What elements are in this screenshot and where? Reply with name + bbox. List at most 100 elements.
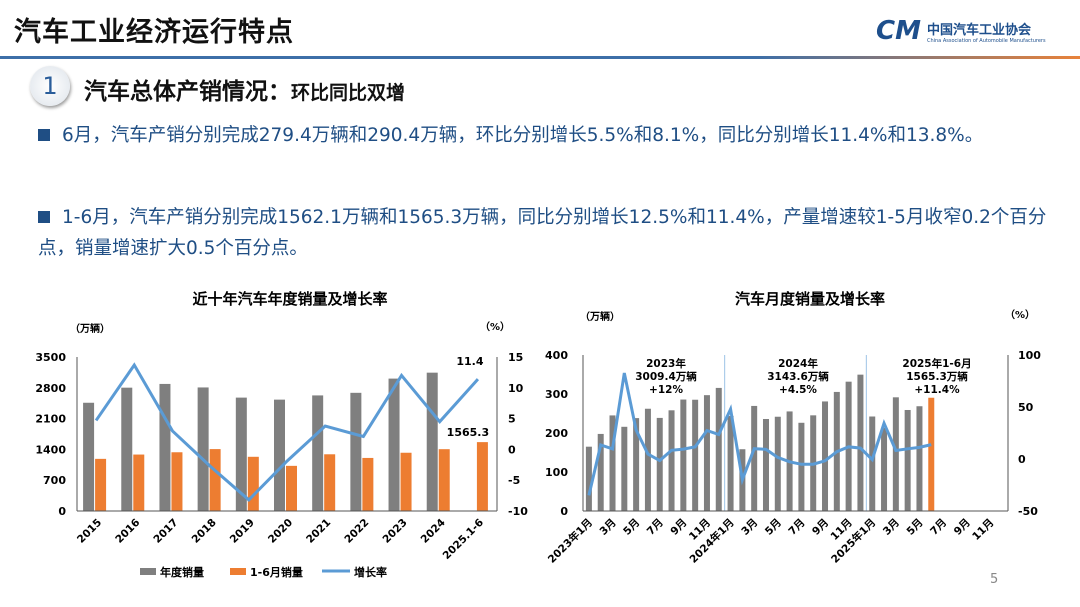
period-annotation: 2024年 [778,357,818,370]
period-annotation: +12% [649,384,683,396]
x-tick-label: 2025.1-6 [441,517,486,562]
annual-sales-bar [388,378,400,511]
growth-rate-line [94,362,480,502]
monthly-sales-bar [881,427,888,511]
x-tick-label: 2017 [151,517,180,546]
monthly-sales-bar [869,416,876,511]
monthly-sales-bar [703,395,710,511]
period-annotation: 2025年1-6月 [902,357,971,370]
period-annotation: 1565.3万辆 [906,370,968,383]
x-tick-label: 2020 [266,517,295,546]
legend-label: 年度销量 [160,565,204,579]
x-tick-label: 5月 [904,517,925,538]
caam-logo: CM 中国汽车工业协会 China Association of Automobi… [876,16,1046,46]
y-tick-label: 2100 [35,413,66,426]
y2-tick-label: 50 [1018,401,1034,414]
period-annotation: 3009.4万辆 [635,370,697,383]
h1-sales-bar [476,442,488,511]
bullet-item: 6月，汽车产销分别完成279.4万辆和290.4万辆，环比分别增长5.5%和8.… [38,120,1058,151]
x-tick-label: 2021 [304,517,333,546]
legend-swatch [140,568,156,575]
monthly-sales-bar [751,405,758,511]
legend-label: 增长率 [354,565,387,579]
y-axis-label: （万辆） [70,322,110,335]
h1-sales-bar [286,465,297,511]
y2-tick-label: 10 [508,382,524,395]
chart-title: 近十年汽车年度销量及增长率 [192,290,387,308]
y-tick-label: 200 [545,427,568,440]
h1-sales-bar [209,449,221,511]
x-tick-label: 11月 [970,517,996,543]
bullet-square-icon [38,211,50,223]
monthly-sales-bar [774,416,781,511]
x-tick-label: 3月 [598,517,619,538]
y2-tick-label: 100 [1018,349,1041,362]
h1-sales-bar [362,457,374,511]
legend-swatch [230,568,246,575]
x-tick-label: 3月 [881,517,902,538]
y2-tick-label: 15 [508,351,523,364]
page-number: 5 [990,572,999,587]
y2-axis-label: （%） [480,320,510,333]
data-label: 11.4 [456,355,483,368]
section-title: 汽车总体产销情况：环比同比双增 [84,72,405,106]
y-tick-label: 1400 [35,443,66,456]
annual-sales-bar [121,387,133,511]
x-tick-label: 2023 [381,517,410,546]
monthly-sales-bar [727,415,734,511]
annual-sales-bar [235,397,247,511]
monthly-sales-chart: 汽车月度销量及增长率 （万辆） （%） 0 100 200 300 400 -50 0 50 100 2… [545,290,1041,566]
h1-sales-bar [438,449,450,511]
bullet-text: 1-6月，汽车产销分别完成1562.1万辆和1565.3万辆，同比分别增长12.… [38,207,1047,259]
page-title: 汽车工业经济运行特点 [14,17,294,48]
y-tick-label: 0 [560,505,568,518]
annual-sales-chart: 近十年汽车年度销量及增长率 （万辆） （%） 0 700 1400 2100 2800 3500… [35,290,528,579]
bullet-item: 1-6月，汽车产销分别完成1562.1万辆和1565.3万辆，同比分别增长12.… [38,202,1058,264]
y2-axis-label: （%） [1005,308,1035,321]
section-number: 1 [30,66,70,106]
growth-rate-line [587,372,932,496]
y2-tick-label: 0 [508,443,516,456]
monthly-sales-bar [928,397,935,511]
annual-sales-bar [312,395,324,511]
monthly-sales-bar [904,409,911,511]
y2-tick-label: 0 [1018,453,1026,466]
y2-tick-label: -50 [1018,505,1038,518]
h1-sales-bar [171,452,183,511]
header-divider [0,56,1080,59]
y-tick-label: 0 [58,505,66,518]
monthly-sales-bar [916,406,923,511]
period-annotation: 2023年 [646,357,686,370]
annual-sales-bar [350,392,362,511]
y2-tick-label: 5 [508,413,516,426]
monthly-sales-bar [621,426,628,511]
monthly-sales-bar [597,433,604,511]
monthly-sales-bar [762,418,769,511]
x-tick-label: 3月 [739,517,760,538]
x-tick-label: 2023年1月 [545,516,595,566]
period-annotation: 3143.6万辆 [767,370,829,383]
x-tick-label: 2018 [190,517,219,546]
monthly-sales-bar [857,374,864,511]
y-tick-label: 2800 [35,382,66,395]
logo-mark: CM [876,16,921,46]
monthly-sales-bar [715,387,722,511]
y2-tick-label: -5 [508,474,520,487]
y-axis-label: （万辆） [580,310,620,323]
x-tick-label: 2019 [228,517,257,546]
y2-tick-label: -10 [508,505,528,518]
h1-sales-bar [400,452,412,511]
monthly-sales-bar [585,446,592,511]
logo-en: China Association of Automobile Manufact… [926,37,1046,44]
annual-sales-bar [426,372,438,511]
period-annotation: +4.5% [779,384,817,396]
chart-title: 汽车月度销量及增长率 [735,290,885,308]
x-tick-label: 5月 [763,517,784,538]
x-tick-label: 7月 [786,517,807,538]
data-label: 1565.3 [447,426,489,439]
y-tick-label: 3500 [35,351,66,364]
x-tick-label: 5月 [621,517,642,538]
annual-sales-bar [274,399,285,511]
monthly-sales-bar [692,399,699,511]
h1-sales-bar [95,458,107,511]
